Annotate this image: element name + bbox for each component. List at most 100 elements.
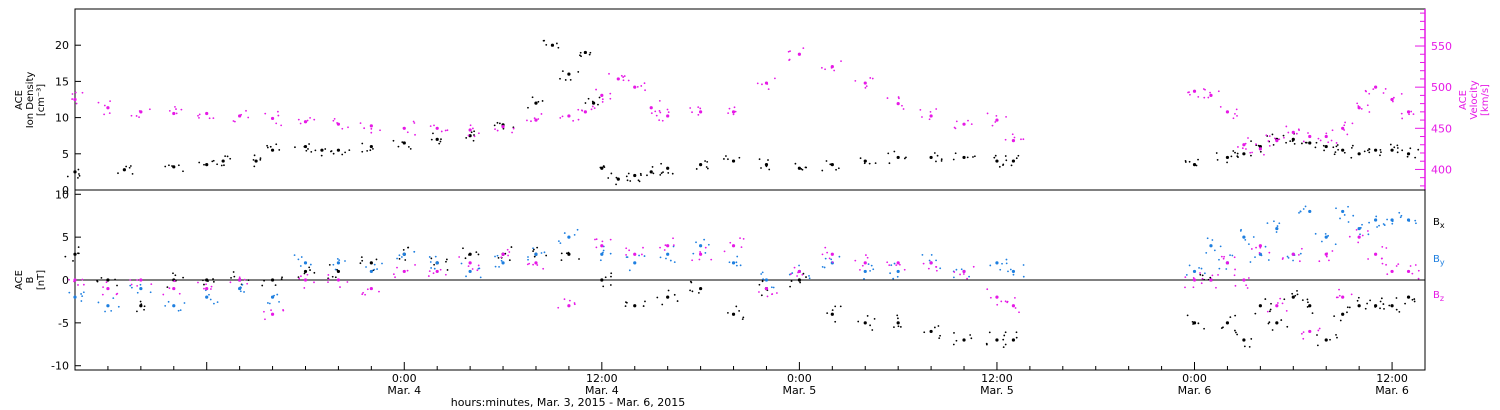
x-tick-time: 12:00	[981, 372, 1013, 385]
by-point	[1011, 269, 1016, 274]
density-noise-point	[660, 172, 663, 175]
by-point	[106, 304, 110, 308]
bx-noise-point	[1301, 299, 1304, 302]
velocity-noise-point	[1400, 112, 1403, 115]
velocity-noise-point	[138, 110, 141, 112]
velocity-noise-point	[511, 131, 513, 134]
bx-noise-point	[985, 343, 988, 346]
velocity-noise-point	[1382, 92, 1385, 94]
bz-noise-point	[1385, 247, 1388, 249]
top-left-ylabel-line-3: [cm⁻³]	[36, 84, 47, 116]
by-noise-point	[1225, 268, 1228, 270]
velocity-point	[1341, 126, 1345, 130]
bx-noise-point	[1413, 300, 1416, 303]
bx-noise-point	[477, 253, 480, 256]
bz-noise-point	[1297, 253, 1300, 256]
velocity-noise-point	[469, 124, 472, 127]
density-noise-point	[998, 165, 1001, 168]
velocity-noise-point	[1346, 133, 1349, 136]
density-noise-point	[527, 106, 529, 109]
by-noise-point	[532, 247, 534, 250]
density-noise-point	[125, 165, 128, 168]
velocity-noise-point	[1392, 96, 1395, 99]
bx-noise-point	[789, 285, 791, 288]
density-point	[1341, 148, 1345, 152]
bx-noise-point	[1407, 295, 1410, 298]
velocity-point	[583, 110, 587, 114]
bx-noise-point	[407, 246, 410, 249]
velocity-noise-point	[1263, 153, 1265, 156]
by-noise-point	[602, 251, 604, 254]
bx-noise-point	[689, 289, 691, 292]
bx-point	[369, 261, 373, 265]
by-noise-point	[183, 302, 186, 304]
bx-noise-point	[263, 279, 265, 282]
velocity-noise-point	[995, 114, 998, 117]
bx-noise-point	[360, 256, 363, 259]
by-noise-point	[573, 233, 576, 236]
velocity-noise-point	[622, 76, 625, 78]
bz-noise-point	[178, 292, 181, 295]
bx-point	[567, 252, 571, 256]
density-noise-point	[409, 148, 412, 150]
density-noise-point	[332, 152, 335, 155]
bx-noise-point	[897, 317, 899, 320]
density-noise-point	[341, 153, 344, 156]
velocity-noise-point	[1368, 92, 1371, 95]
velocity-point	[106, 106, 110, 110]
velocity-noise-point	[97, 101, 100, 104]
bx-noise-point	[72, 260, 74, 262]
density-noise-point	[935, 160, 937, 163]
by-noise-point	[1211, 239, 1214, 241]
bx-noise-point	[508, 259, 511, 262]
density-noise-point	[973, 155, 976, 158]
bottom-panel: -10 -5 0 5 10 ACE B [nT] Bx By Bz	[14, 188, 1445, 372]
bz-noise-point	[471, 268, 474, 270]
top-right-tick-label: 400	[1431, 163, 1452, 176]
velocity-point	[995, 118, 999, 122]
bz-noise-point	[1192, 277, 1195, 279]
bz-noise-point	[246, 282, 249, 285]
bx-noise-point	[230, 276, 232, 279]
density-noise-point	[966, 156, 969, 159]
bz-noise-point	[364, 293, 367, 296]
density-noise-point	[259, 157, 262, 159]
by-noise-point	[243, 291, 245, 293]
density-noise-point	[1323, 149, 1325, 152]
bz-noise-point	[1348, 235, 1351, 238]
by-noise-point	[989, 264, 992, 267]
by-noise-point	[81, 295, 84, 298]
density-noise-point	[794, 162, 797, 165]
velocity-noise-point	[601, 98, 604, 101]
bx-noise-point	[826, 312, 829, 315]
bx-noise-point	[136, 310, 138, 313]
velocity-noise-point	[530, 120, 532, 123]
bz-noise-point	[557, 306, 560, 309]
density-noise-point	[1184, 161, 1187, 163]
density-point	[1324, 144, 1328, 149]
density-noise-point	[1015, 157, 1018, 160]
bx-noise-point	[1336, 336, 1338, 339]
by-noise-point	[736, 255, 739, 258]
bz-noise-point	[1300, 247, 1303, 250]
bx-noise-point	[834, 305, 837, 308]
density-noise-point	[660, 162, 663, 165]
bx-noise-point	[212, 280, 215, 283]
velocity-noise-point	[1330, 139, 1333, 142]
bz-point	[369, 286, 373, 291]
bz-noise-point	[136, 279, 139, 281]
bx-noise-point	[64, 255, 67, 258]
by-noise-point	[643, 255, 646, 257]
bx-noise-point	[790, 280, 793, 283]
density-noise-point	[597, 103, 599, 106]
bz-noise-point	[1004, 300, 1007, 303]
velocity-noise-point	[1278, 138, 1281, 141]
velocity-noise-point	[561, 115, 564, 118]
bz-noise-point	[1014, 296, 1016, 299]
velocity-noise-point	[175, 112, 178, 115]
density-noise-point	[1282, 134, 1285, 137]
density-noise-point	[758, 158, 761, 161]
bz-noise-point	[866, 256, 869, 259]
bz-point	[600, 244, 604, 248]
density-noise-point	[972, 156, 974, 158]
